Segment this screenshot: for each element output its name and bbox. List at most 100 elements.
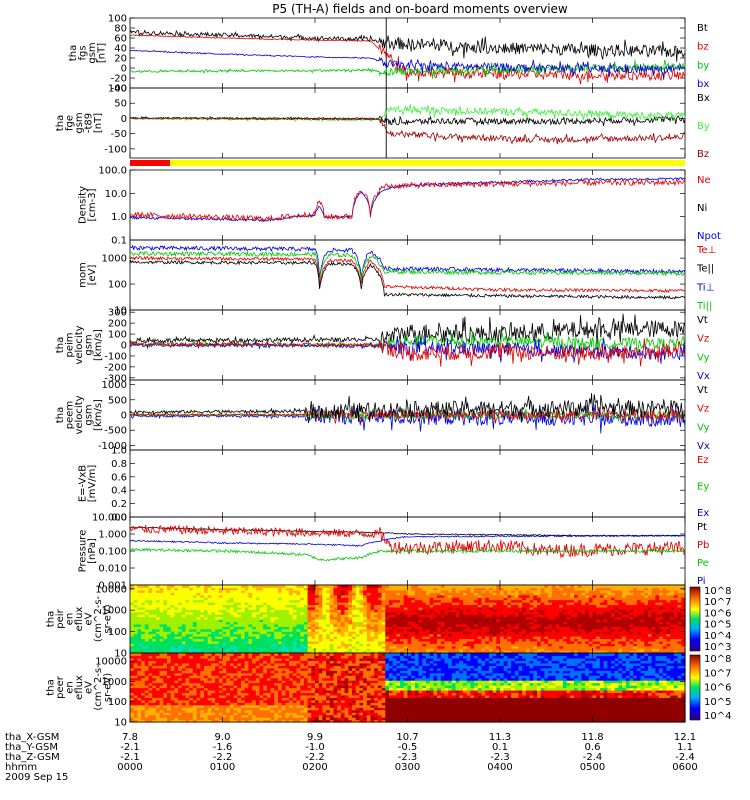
- spectrogram-cell: [211, 623, 216, 627]
- spectrogram-cell: [451, 585, 457, 589]
- spectrogram-cell: [429, 604, 434, 608]
- spectrogram-cell: [315, 589, 320, 593]
- spectrogram-cell: [507, 589, 512, 593]
- spectrogram-cell: [244, 631, 249, 635]
- spectrogram-cell: [366, 636, 372, 640]
- spectrogram-cell: [163, 677, 168, 681]
- spectrogram-cell: [137, 643, 142, 647]
- spectrogram-cell: [192, 626, 198, 630]
- spectrogram-cell: [607, 587, 612, 591]
- spectrogram-cell: [618, 643, 623, 647]
- spectrogram-cell: [418, 599, 423, 603]
- spectrogram-cell: [377, 619, 383, 623]
- spectrogram-cell: [392, 589, 397, 593]
- spectrogram-cell: [207, 633, 212, 637]
- spectrogram-cell: [437, 626, 442, 630]
- spectrogram-cell: [588, 645, 594, 649]
- spectrogram-cell: [278, 626, 283, 630]
- spectrogram-cell: [359, 611, 364, 615]
- spectrogram-cell: [574, 631, 579, 635]
- spectrogram-cell: [433, 619, 438, 623]
- spectrogram-cell: [666, 606, 671, 610]
- y-tick-label: 200: [108, 319, 127, 330]
- legend-entry: By: [697, 121, 710, 132]
- spectrogram-cell: [411, 633, 416, 637]
- spectrogram-cell: [433, 645, 438, 649]
- spectrogram-cell: [229, 587, 235, 591]
- spectrogram-cell: [459, 589, 464, 593]
- spectrogram-cell: [648, 589, 653, 593]
- spectrogram-cell: [529, 640, 534, 644]
- spectrogram-cell: [185, 636, 190, 640]
- spectrogram-cell: [222, 599, 227, 603]
- spectrogram-cell: [192, 643, 198, 647]
- spectrogram-cell: [359, 589, 364, 593]
- spectrogram-cell: [137, 702, 142, 706]
- spectrogram-cell: [155, 670, 161, 674]
- spectrogram-cell: [433, 614, 438, 618]
- spectrogram-cell: [599, 609, 605, 613]
- spectrogram-cell: [651, 609, 656, 613]
- y-tick-label: -50: [111, 129, 127, 140]
- spectrogram-cell: [148, 699, 153, 703]
- spectrogram-cell: [566, 621, 571, 625]
- spectrogram-cell: [130, 602, 135, 606]
- spectrogram-cell: [141, 660, 146, 664]
- spectrogram-cell: [673, 643, 679, 647]
- spectrogram-cell: [603, 597, 608, 601]
- spectrogram-cell: [278, 611, 283, 615]
- spectrogram-cell: [237, 650, 242, 654]
- spectrogram-cell: [255, 592, 261, 596]
- spectrogram-cell: [137, 677, 142, 681]
- spectrogram-cell: [292, 589, 298, 593]
- spectrogram-cell: [585, 606, 590, 610]
- spectrogram-cell: [352, 633, 357, 637]
- spectrogram-cell: [174, 599, 179, 603]
- spectrogram-cell: [533, 633, 538, 637]
- spectrogram-cell: [666, 643, 671, 647]
- spectrogram-cell: [152, 694, 157, 698]
- spectrogram-cell: [178, 707, 183, 711]
- spectrogram-cell: [285, 585, 290, 589]
- spectrogram-cell: [555, 640, 560, 644]
- spectrogram-cell: [503, 648, 508, 652]
- spectrogram-cell: [192, 636, 198, 640]
- spectrogram-cell: [200, 623, 205, 627]
- spectrogram-cell: [533, 597, 538, 601]
- spectrogram-cell: [444, 599, 449, 603]
- y-axis-label-line: E=-VxB: [77, 465, 88, 502]
- spectrogram-cell: [207, 623, 212, 627]
- spectrogram-cell: [511, 636, 516, 640]
- spectrogram-cell: [248, 645, 253, 649]
- spectrogram-cell: [163, 665, 168, 669]
- spectrogram-cell: [377, 594, 383, 598]
- spectrogram-cell: [233, 604, 238, 608]
- spectrogram-cell: [274, 592, 279, 596]
- spectrogram-cell: [152, 597, 157, 601]
- spectrogram-cell: [222, 585, 227, 589]
- spectrogram-cell: [400, 606, 405, 610]
- spectrogram-cell: [648, 611, 653, 615]
- spectrogram-cell: [670, 594, 675, 598]
- spectrogram-cell: [130, 717, 135, 721]
- spectrogram-cell: [500, 619, 505, 623]
- spectrogram-cell: [533, 645, 538, 649]
- spectrogram-cell: [659, 602, 664, 606]
- spectrogram-cell: [366, 640, 372, 644]
- spectrogram-cell: [673, 616, 679, 620]
- spectrogram-cell: [278, 623, 283, 627]
- spectrogram-cell: [152, 628, 157, 632]
- spectrogram-cell: [148, 604, 153, 608]
- spectrogram-cell: [185, 712, 190, 716]
- spectrogram-cell: [562, 626, 568, 630]
- spectrogram-cell: [666, 621, 671, 625]
- spectrogram-cell: [366, 587, 372, 591]
- spectrogram-cell: [326, 611, 331, 615]
- spectrogram-cell: [278, 628, 283, 632]
- spectrogram-cell: [370, 599, 375, 603]
- spectrogram-cell: [551, 604, 557, 608]
- spectrogram-cell: [529, 604, 534, 608]
- spectrogram-cell: [326, 592, 331, 596]
- spectrogram-cell: [540, 623, 545, 627]
- spectrogram-cell: [252, 650, 257, 654]
